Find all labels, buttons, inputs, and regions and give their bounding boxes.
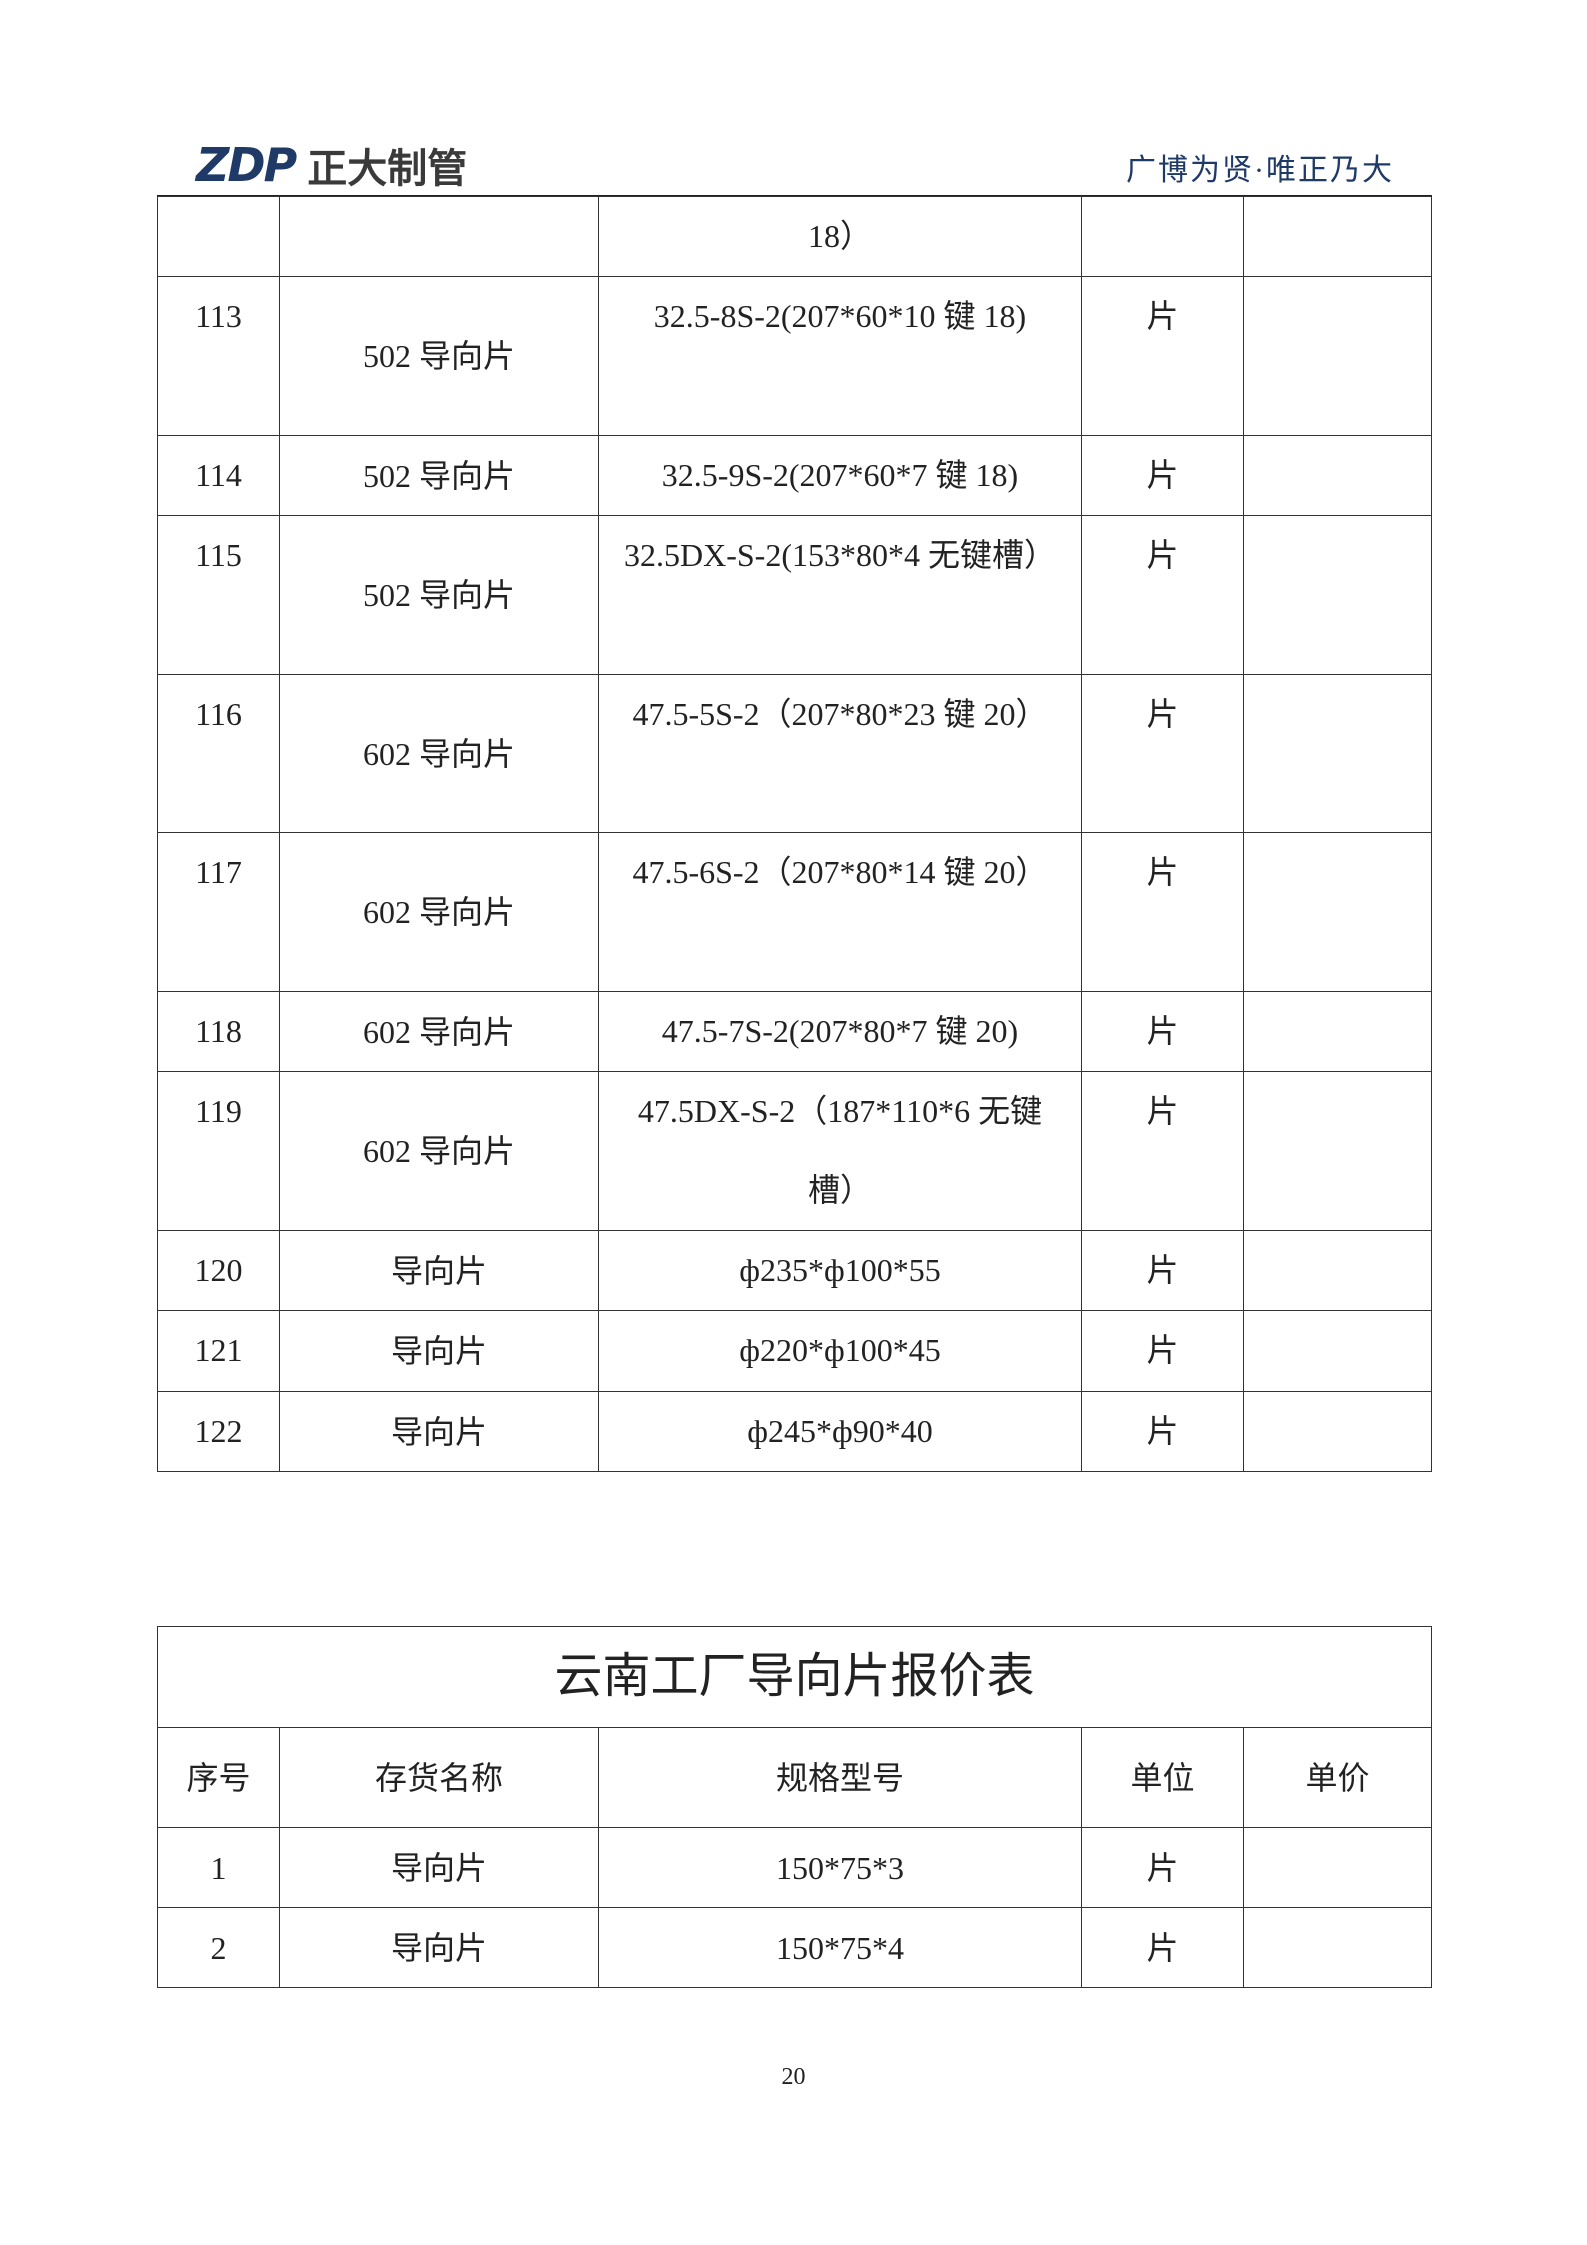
cell-unit: 片: [1081, 1827, 1244, 1908]
cell-no: 1: [157, 1827, 280, 1908]
cell-no: 121: [157, 1310, 280, 1392]
cell-spec: 47.5-5S-2（207*80*23 键 20）: [598, 674, 1082, 833]
cell-name: 导向片: [279, 1310, 599, 1392]
table-row: 115 502 导向片 32.5DX-S-2(153*80*4 无键槽）片: [157, 515, 1432, 675]
table-row: 121 导向片 ф220*ф100*45 片: [157, 1310, 1432, 1392]
table-row: 2 导向片 150*75*4 片: [157, 1907, 1432, 1988]
cell-spec: 47.5-6S-2（207*80*14 键 20）: [598, 832, 1082, 992]
cell-spec: ф245*ф90*40: [598, 1391, 1082, 1472]
table-row: 113 502 导向片 32.5-8S-2(207*60*10 键 18) 片: [157, 276, 1432, 436]
cell-price: [1243, 832, 1432, 992]
logo-text: 正大制管: [307, 146, 468, 192]
cell-name: [279, 196, 599, 277]
cell-name: 602 导向片: [279, 991, 599, 1072]
table-row: 114 502 导向片 32.5-9S-2(207*60*7 键 18) 片: [157, 435, 1432, 516]
cell-spec: 150*75*4: [598, 1907, 1082, 1988]
cell-spec: 18）: [598, 196, 1082, 277]
cell-no: [157, 196, 280, 277]
cell-spec: 47.5DX-S-2（187*110*6 无键槽）: [598, 1071, 1082, 1231]
company-logo: ZDP 正大制管: [196, 136, 467, 194]
cell-name: 602 导向片: [279, 1071, 599, 1231]
cell-spec: 47.5-7S-2(207*80*7 键 20): [598, 991, 1082, 1072]
table-row: 116 602 导向片 47.5-5S-2（207*80*23 键 20）片: [157, 674, 1432, 833]
cell-unit: 片: [1081, 1907, 1244, 1988]
col-header: 规格型号: [598, 1727, 1082, 1828]
cell-name: 导向片: [279, 1907, 599, 1988]
cell-unit: 片: [1081, 276, 1244, 436]
cell-unit: 片: [1081, 1391, 1244, 1472]
col-header: 存货名称: [279, 1727, 599, 1828]
table-row: 1 导向片 150*75*3 片: [157, 1827, 1432, 1908]
cell-no: 113: [157, 276, 280, 436]
cell-no: 115: [157, 515, 280, 675]
cell-unit: 片: [1081, 674, 1244, 833]
col-header: 序号: [157, 1727, 280, 1828]
cell-no: 120: [157, 1230, 280, 1311]
cell-unit: 片: [1081, 1230, 1244, 1311]
table-row: 118 602 导向片 47.5-7S-2(207*80*7 键 20) 片: [157, 991, 1432, 1072]
cell-name: 导向片: [279, 1827, 599, 1908]
logo-mark: ZDP: [196, 138, 297, 192]
slogan: 广博为贤·唯正乃大: [1126, 154, 1394, 187]
cell-name: 导向片: [279, 1391, 599, 1472]
cell-name: 502 导向片: [279, 276, 599, 436]
cell-unit: 片: [1081, 435, 1244, 516]
cell-price: [1243, 1230, 1432, 1311]
cell-name: 602 导向片: [279, 674, 599, 833]
table-row: 119 602 导向片 47.5DX-S-2（187*110*6 无键槽）片: [157, 1071, 1432, 1231]
cell-price: [1243, 1391, 1432, 1472]
cell-no: 116: [157, 674, 280, 833]
table-row: 120 导向片 ф235*ф100*55 片: [157, 1230, 1432, 1311]
cell-no: 117: [157, 832, 280, 992]
cell-price: [1243, 674, 1432, 833]
table-row: 122 导向片 ф245*ф90*40 片: [157, 1391, 1432, 1472]
price-table-continued: 18） 113 502 导向片 32.5-8S-2(207*60*10 键 18) 片 1…: [157, 196, 1432, 1472]
table-title: 云南工厂导向片报价表: [157, 1626, 1432, 1728]
cell-unit: 片: [1081, 1310, 1244, 1392]
cell-name: 602 导向片: [279, 832, 599, 992]
table-row: 117 602 导向片 47.5-6S-2（207*80*14 键 20）片: [157, 832, 1432, 992]
col-header: 单价: [1243, 1727, 1432, 1828]
cell-no: 114: [157, 435, 280, 516]
cell-price: [1243, 1827, 1432, 1908]
table-header-row: 序号 存货名称 规格型号 单位 单价: [157, 1727, 1432, 1828]
page-number: 20: [781, 2064, 806, 2090]
cell-spec: ф235*ф100*55: [598, 1230, 1082, 1311]
cell-name: 502 导向片: [279, 435, 599, 516]
cell-price: [1243, 515, 1432, 675]
cell-price: [1243, 1310, 1432, 1392]
cell-spec: 32.5-8S-2(207*60*10 键 18): [598, 276, 1082, 436]
cell-spec: 32.5-9S-2(207*60*7 键 18): [598, 435, 1082, 516]
table-row: 18）: [157, 196, 1432, 277]
cell-unit: 片: [1081, 832, 1244, 992]
cell-no: 122: [157, 1391, 280, 1472]
cell-price: [1243, 435, 1432, 516]
yunnan-price-table: 云南工厂导向片报价表 序号 存货名称 规格型号 单位 单价 1 导向片 150*75…: [157, 1626, 1432, 1988]
cell-no: 2: [157, 1907, 280, 1988]
cell-price: [1243, 1907, 1432, 1988]
cell-name: 导向片: [279, 1230, 599, 1311]
cell-price: [1243, 1071, 1432, 1231]
cell-price: [1243, 991, 1432, 1072]
cell-no: 119: [157, 1071, 280, 1231]
cell-unit: 片: [1081, 991, 1244, 1072]
cell-unit: 片: [1081, 1071, 1244, 1231]
cell-unit: [1081, 196, 1244, 277]
cell-spec: ф220*ф100*45: [598, 1310, 1082, 1392]
cell-price: [1243, 276, 1432, 436]
cell-no: 118: [157, 991, 280, 1072]
cell-price: [1243, 196, 1432, 277]
cell-spec: 32.5DX-S-2(153*80*4 无键槽）: [598, 515, 1082, 675]
cell-unit: 片: [1081, 515, 1244, 675]
cell-spec: 150*75*3: [598, 1827, 1082, 1908]
col-header: 单位: [1081, 1727, 1244, 1828]
cell-name: 502 导向片: [279, 515, 599, 675]
